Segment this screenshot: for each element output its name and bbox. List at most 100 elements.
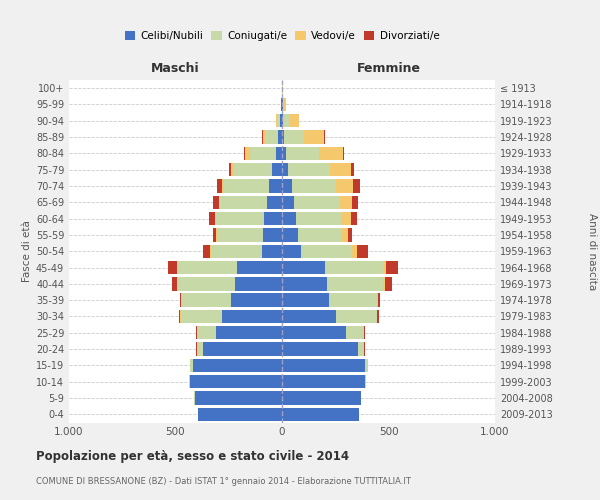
Bar <box>281 98 282 111</box>
Bar <box>178 277 235 290</box>
Bar <box>197 342 203 356</box>
Bar <box>217 228 263 241</box>
Text: COMUNE DI BRESSANONE (BZ) - Dati ISTAT 1° gennaio 2014 - Elaborazione TUTTITALIA: COMUNE DI BRESSANONE (BZ) - Dati ISTAT 1… <box>36 478 411 486</box>
Bar <box>289 163 330 176</box>
Bar <box>237 261 282 274</box>
Bar <box>197 326 216 340</box>
Bar <box>263 130 265 144</box>
Bar <box>337 310 377 323</box>
Bar <box>351 163 354 176</box>
Bar <box>282 114 283 128</box>
Bar <box>341 212 351 226</box>
Bar <box>190 358 193 372</box>
Bar <box>282 180 292 192</box>
Bar <box>267 196 282 209</box>
Bar <box>282 294 329 307</box>
Bar <box>169 261 177 274</box>
Bar <box>209 212 215 226</box>
Bar <box>220 196 267 209</box>
Text: Popolazione per età, sesso e stato civile - 2014: Popolazione per età, sesso e stato civil… <box>36 450 349 463</box>
Bar <box>196 326 197 340</box>
Bar <box>301 244 352 258</box>
Bar <box>365 375 366 388</box>
Bar <box>216 326 282 340</box>
Bar <box>177 261 178 274</box>
Bar <box>282 358 365 372</box>
Bar <box>262 244 282 258</box>
Bar <box>383 277 385 290</box>
Bar <box>193 358 282 372</box>
Bar <box>282 342 358 356</box>
Bar <box>353 180 360 192</box>
Bar <box>277 114 280 128</box>
Bar <box>330 163 351 176</box>
Bar <box>215 212 216 226</box>
Bar <box>282 228 298 241</box>
Bar <box>190 375 282 388</box>
Bar <box>327 277 383 290</box>
Bar <box>282 130 284 144</box>
Bar <box>235 277 282 290</box>
Bar <box>218 196 220 209</box>
Bar <box>217 180 223 192</box>
Bar <box>250 146 275 160</box>
Bar <box>194 392 282 404</box>
Bar <box>180 294 181 307</box>
Bar <box>378 294 380 307</box>
Bar <box>210 244 211 258</box>
Bar <box>203 342 282 356</box>
Bar <box>282 392 361 404</box>
Bar <box>244 146 245 160</box>
Bar <box>178 261 237 274</box>
Bar <box>377 294 378 307</box>
Bar <box>385 277 392 290</box>
Bar <box>282 261 325 274</box>
Bar <box>289 114 299 128</box>
Bar <box>282 196 294 209</box>
Bar <box>282 146 286 160</box>
Legend: Celibi/Nubili, Coniugati/e, Vedovi/e, Divorziati/e: Celibi/Nubili, Coniugati/e, Vedovi/e, Di… <box>121 27 443 46</box>
Bar <box>286 146 319 160</box>
Bar <box>269 180 282 192</box>
Bar <box>282 244 301 258</box>
Bar <box>264 212 282 226</box>
Bar <box>234 163 272 176</box>
Text: Maschi: Maschi <box>151 62 200 75</box>
Bar <box>351 212 357 226</box>
Bar <box>341 228 347 241</box>
Bar <box>386 261 398 274</box>
Bar <box>283 114 289 128</box>
Text: Anni di nascita: Anni di nascita <box>587 212 597 290</box>
Bar <box>179 310 181 323</box>
Bar <box>231 163 234 176</box>
Y-axis label: Fasce di età: Fasce di età <box>22 220 32 282</box>
Bar <box>283 98 284 111</box>
Bar <box>265 130 278 144</box>
Text: Femmine: Femmine <box>356 62 421 75</box>
Bar <box>182 294 231 307</box>
Bar <box>229 163 231 176</box>
Bar <box>212 196 218 209</box>
Bar <box>282 326 346 340</box>
Bar <box>298 228 341 241</box>
Bar <box>329 294 377 307</box>
Bar <box>296 212 341 226</box>
Bar <box>282 98 283 111</box>
Bar <box>262 130 263 144</box>
Bar <box>337 180 353 192</box>
Bar <box>198 408 282 421</box>
Bar <box>181 310 223 323</box>
Bar <box>282 408 359 421</box>
Bar <box>292 180 337 192</box>
Bar <box>346 326 364 340</box>
Bar <box>203 244 210 258</box>
Bar <box>325 261 384 274</box>
Bar <box>377 310 379 323</box>
Bar <box>365 358 368 372</box>
Bar <box>224 180 269 192</box>
Bar <box>284 98 286 111</box>
Bar <box>245 146 250 160</box>
Bar <box>280 114 282 128</box>
Bar <box>172 277 177 290</box>
Bar <box>177 277 178 290</box>
